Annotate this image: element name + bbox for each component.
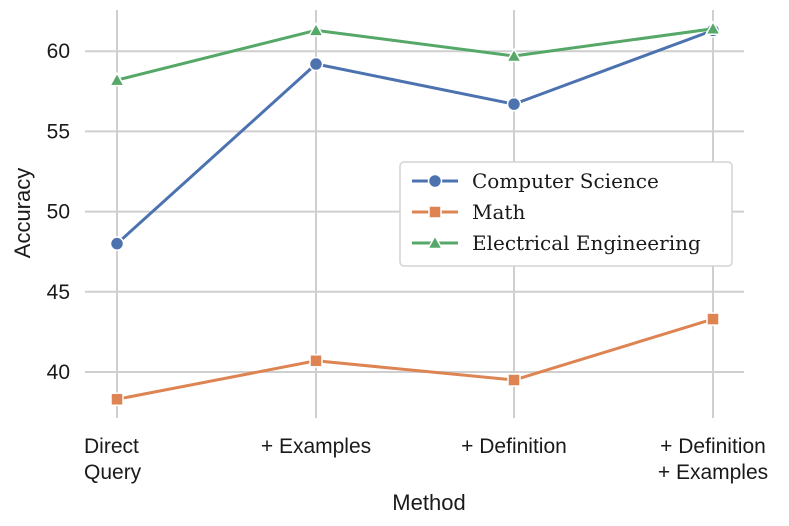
legend-item: Electrical Engineering <box>412 231 701 255</box>
x-tick-label: Direct <box>84 435 139 458</box>
y-tick-label: 55 <box>47 120 70 143</box>
x-tick-label: + Definition <box>660 435 766 458</box>
series-line <box>116 317 714 401</box>
y-axis-label: Accuracy <box>10 168 35 258</box>
legend-label: Computer Science <box>472 169 659 193</box>
data-point <box>706 312 720 326</box>
y-tick-label: 40 <box>47 361 70 384</box>
data-point <box>506 96 522 112</box>
legend: Computer Science Math Electrical Engineeri… <box>399 161 733 267</box>
legend-item: Math <box>412 200 525 224</box>
series-line <box>116 27 714 82</box>
data-point <box>309 354 323 368</box>
x-axis-label: Method <box>392 490 465 515</box>
y-tick-label: 45 <box>47 281 70 304</box>
data-point <box>108 71 126 87</box>
data-point <box>505 47 523 63</box>
data-point <box>110 392 124 407</box>
y-tick-label: 50 <box>47 201 70 224</box>
x-tick-label: + Definition <box>461 435 567 458</box>
x-tick-label: Query <box>84 461 142 484</box>
data-point <box>307 21 325 37</box>
series-computer-science <box>109 23 721 251</box>
series-layer <box>108 20 722 407</box>
data-point <box>109 236 125 251</box>
legend-label: Electrical Engineering <box>472 231 701 255</box>
legend-marker <box>426 234 444 250</box>
y-tick-label: 60 <box>47 40 70 63</box>
legend-marker <box>427 173 443 189</box>
series-electrical-engineering <box>108 20 722 87</box>
series-math <box>110 312 720 407</box>
y-tick-labels: 40 45 50 55 60 <box>47 40 70 384</box>
legend-marker <box>428 205 442 219</box>
series-line <box>115 28 714 245</box>
x-tick-labels: Direct Query + Examples + Definition + Defin… <box>84 435 768 484</box>
data-point <box>704 20 722 35</box>
data-point <box>308 56 324 72</box>
legend-box <box>399 161 733 267</box>
x-tick-label: + Examples <box>658 461 768 484</box>
legend-label: Math <box>472 200 525 224</box>
x-tick-label: + Examples <box>261 435 371 458</box>
legend-item: Computer Science <box>412 169 659 193</box>
data-point <box>507 373 521 387</box>
